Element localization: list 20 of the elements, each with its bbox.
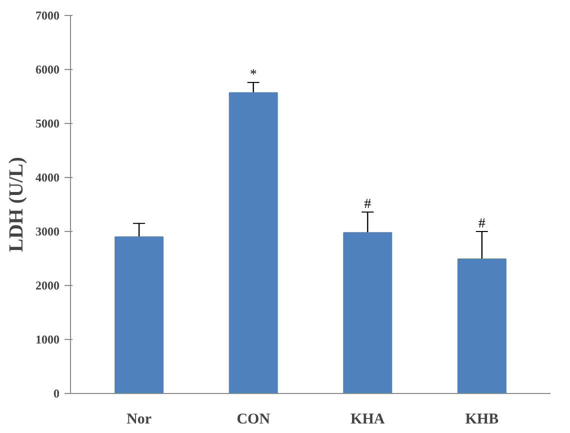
x-tick-label: CON <box>236 412 270 428</box>
bar <box>228 92 278 394</box>
y-tick-label: 3000 <box>36 224 60 238</box>
y-tick-label: 1000 <box>36 332 60 346</box>
annotation: * <box>250 67 257 82</box>
y-axis-title: LDH (U/L) <box>6 157 28 252</box>
x-tick-label: KHA <box>350 412 385 428</box>
y-tick-label: 7000 <box>36 8 60 22</box>
x-tick-label: KHB <box>465 412 499 428</box>
y-tick-label: 6000 <box>36 62 60 76</box>
annotation: # <box>364 197 372 212</box>
annotation: # <box>478 216 486 232</box>
bar <box>343 232 392 394</box>
bar <box>457 258 506 394</box>
y-tick-label: 4000 <box>36 170 60 184</box>
y-tick-label: 5000 <box>36 116 60 130</box>
x-tick-label: Nor <box>126 412 152 428</box>
bar <box>114 236 164 394</box>
y-tick-label: 2000 <box>36 278 60 292</box>
y-tick-label: 0 <box>54 386 60 400</box>
